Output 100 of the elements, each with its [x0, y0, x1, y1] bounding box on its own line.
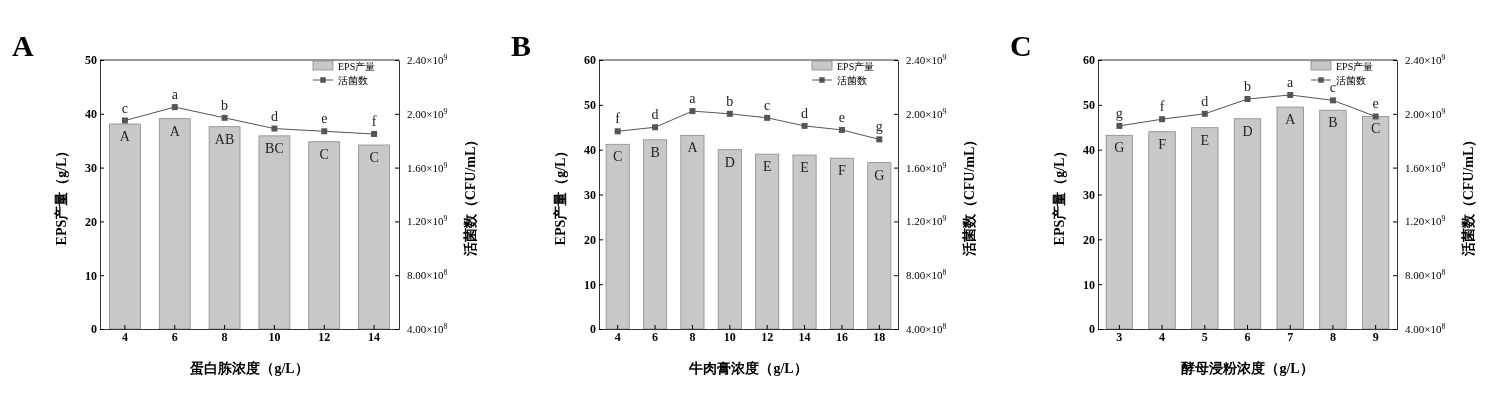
y2-tick-label: 2.00×10$^{9}$ [1405, 106, 1446, 120]
x-tick-label: 4 [1159, 329, 1166, 344]
legend-label: EPS产量 [338, 61, 376, 72]
y2-axis-title: 活菌数（CFU/mL） [962, 132, 977, 258]
point [1159, 116, 1166, 123]
x-tick-label: 6 [652, 329, 659, 344]
y2-tick-label: 1.60×10$^{9}$ [407, 160, 448, 174]
legend-label: 活菌数 [338, 75, 368, 86]
bar [867, 162, 892, 330]
data-label: d [1201, 93, 1209, 109]
x-tick-label: 3 [1116, 329, 1123, 344]
y-tick-label: 40 [1083, 143, 1095, 158]
data-label: C [613, 149, 623, 165]
x-tick-label: 14 [798, 329, 811, 344]
x-tick-label: 6 [1244, 329, 1251, 344]
x-axis-title: 牛肉膏浓度（g/L） [688, 360, 808, 376]
x-tick-label: 8 [689, 329, 696, 344]
y-tick-label: 10 [85, 268, 97, 283]
y-tick-label: 0 [91, 322, 97, 337]
data-label: b [726, 93, 734, 109]
point [121, 117, 128, 124]
x-tick-label: 7 [1287, 329, 1294, 344]
bar [158, 118, 191, 330]
y-tick-label: 60 [584, 53, 596, 68]
bar [605, 143, 630, 330]
data-label: a [689, 91, 697, 107]
data-label: A [1285, 112, 1297, 128]
y-tick-label: 50 [85, 53, 97, 68]
legend-label: EPS产量 [837, 61, 875, 72]
bar [1276, 106, 1304, 330]
y-tick-label: 0 [1089, 322, 1095, 337]
data-label: G [874, 167, 885, 183]
point [1116, 122, 1123, 129]
x-axis-title: 蛋白胨浓度（g/L） [189, 360, 309, 376]
data-label: a [1287, 74, 1295, 90]
data-label: F [838, 163, 847, 179]
y-tick-label: 20 [584, 232, 596, 247]
y2-tick-label: 4.00×10$^{8}$ [407, 321, 448, 336]
bar [1105, 134, 1133, 330]
data-label: D [1242, 123, 1253, 139]
x-tick-label: 5 [1201, 329, 1208, 344]
bar [358, 144, 390, 330]
data-label: E [1200, 132, 1210, 148]
y2-tick-label: 8.00×10$^{8}$ [407, 267, 448, 282]
x-tick-label: 14 [368, 329, 381, 344]
y2-tick-label: 1.20×10$^{9}$ [407, 213, 448, 228]
point [801, 122, 808, 129]
data-label: C [1370, 121, 1381, 137]
data-label: G [1114, 140, 1125, 156]
point [321, 128, 328, 135]
bar [755, 153, 780, 330]
y2-tick-label: 1.20×10$^{9}$ [906, 213, 947, 228]
point [876, 136, 883, 143]
point [838, 126, 845, 133]
data-label: B [650, 144, 660, 160]
point [1329, 97, 1336, 104]
x-tick-label: 8 [1329, 329, 1336, 344]
data-label: E [762, 159, 772, 175]
y2-tick-label: 2.00×10$^{9}$ [906, 106, 947, 120]
data-label: A [169, 123, 181, 139]
y2-tick-label: 1.60×10$^{9}$ [906, 160, 947, 174]
bar [1362, 116, 1390, 330]
y-tick-label: 40 [584, 143, 596, 158]
point [1244, 96, 1251, 103]
y2-tick-label: 8.00×10$^{8}$ [906, 267, 947, 282]
data-label: g [875, 119, 883, 135]
bar [109, 123, 141, 330]
bar [1233, 118, 1262, 330]
y2-axis-title: 活菌数（CFU/mL） [463, 132, 478, 258]
data-label: B [1328, 115, 1338, 131]
x-tick-label: 12 [318, 329, 331, 344]
x-tick-label: 18 [873, 329, 886, 344]
data-label: e [1372, 96, 1379, 112]
y2-tick-label: 2.00×10$^{9}$ [407, 106, 448, 120]
data-label: D [724, 154, 735, 170]
y-tick-label: 50 [1083, 98, 1095, 113]
point [652, 124, 659, 131]
chart-title: A [12, 29, 34, 62]
data-label: A [687, 140, 699, 156]
data-label: C [369, 150, 379, 165]
data-label: b [1244, 79, 1251, 94]
data-label: a [171, 87, 179, 103]
bar [308, 141, 341, 330]
x-tick-label: 16 [835, 329, 848, 344]
point [689, 108, 696, 115]
y2-axis-title: 活菌数（CFU/mL） [1461, 132, 1476, 258]
legend-label: 活菌数 [1336, 75, 1366, 86]
y-axis-title: EPS产量（g/L） [53, 143, 69, 246]
y-tick-label: 10 [584, 277, 596, 292]
x-tick-label: 12 [761, 329, 774, 344]
y2-tick-label: 4.00×10$^{8}$ [906, 321, 947, 336]
bar [717, 149, 742, 330]
data-label: c [121, 100, 129, 116]
point [221, 114, 228, 121]
chart-title: B [511, 29, 532, 62]
x-tick-label: 9 [1372, 329, 1379, 344]
data-label: g [1115, 105, 1123, 121]
y-tick-label: 60 [1083, 53, 1095, 68]
legend-label: EPS产量 [1336, 61, 1374, 72]
y2-tick-label: 1.60×10$^{9}$ [1405, 160, 1446, 174]
